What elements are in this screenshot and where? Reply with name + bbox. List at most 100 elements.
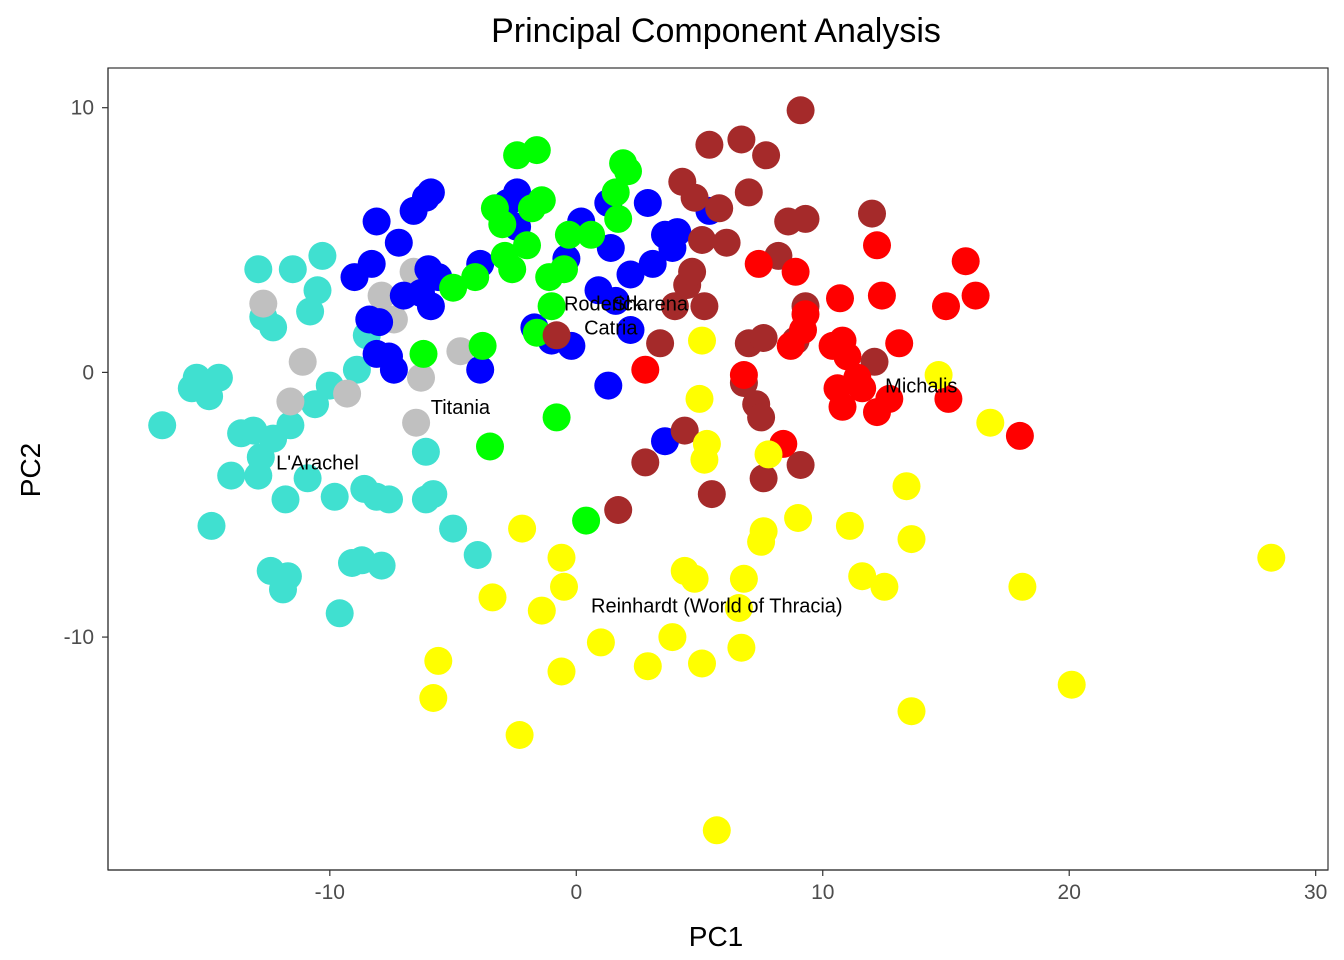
data-point [586, 628, 615, 657]
data-point [554, 220, 583, 249]
data-point [1008, 572, 1037, 601]
data-point [924, 361, 953, 389]
data-point [616, 260, 645, 289]
data-point [204, 363, 233, 392]
point-label: Michalis [885, 376, 957, 398]
data-point [439, 273, 468, 302]
data-point [542, 403, 571, 432]
data-point [663, 218, 692, 247]
data-point [791, 204, 820, 233]
data-point [249, 289, 278, 318]
data-point [367, 281, 396, 310]
data-point [660, 292, 689, 321]
data-point [858, 199, 886, 228]
data-point [375, 485, 403, 514]
data-point [308, 241, 337, 270]
data-point [402, 408, 431, 437]
data-point [424, 646, 453, 675]
points-layer [148, 96, 1286, 845]
data-point [148, 411, 177, 440]
data-point [688, 226, 716, 254]
data-point [333, 379, 362, 408]
data-point [271, 485, 300, 514]
data-point [296, 297, 325, 326]
data-point [631, 355, 660, 384]
data-point [320, 482, 349, 511]
data-point [407, 363, 435, 392]
data-point [527, 596, 556, 625]
data-point [303, 276, 332, 305]
data-point [527, 186, 556, 215]
data-point [522, 136, 551, 165]
data-point [752, 141, 781, 170]
data-point [379, 355, 408, 384]
data-point [749, 517, 778, 546]
data-point [468, 331, 497, 360]
data-point [729, 361, 758, 389]
data-point [951, 247, 980, 276]
data-point [747, 403, 776, 432]
data-point [614, 157, 642, 186]
data-point [724, 594, 753, 622]
data-point [786, 451, 815, 479]
data-point [697, 480, 726, 509]
x-tick-label: 30 [1304, 881, 1327, 904]
data-point [259, 313, 288, 342]
data-point [537, 292, 566, 321]
data-point [867, 281, 896, 310]
data-point [217, 461, 246, 490]
data-point [678, 257, 707, 286]
point-label: Reinhardt (World of Thracia) [591, 595, 843, 617]
data-point [572, 506, 601, 535]
data-point [631, 448, 660, 477]
data-point [670, 416, 699, 445]
data-point [478, 583, 507, 612]
data-point [870, 572, 899, 601]
data-point [276, 387, 305, 416]
data-point [384, 228, 413, 257]
data-point [419, 480, 448, 509]
data-point [658, 623, 687, 652]
data-point [897, 525, 926, 554]
data-point [727, 633, 756, 662]
data-point [601, 178, 630, 207]
x-tick-label: 0 [570, 881, 582, 904]
data-point [828, 392, 857, 421]
y-tick-label: 0 [82, 361, 94, 384]
data-point [293, 464, 322, 493]
data-point [646, 329, 675, 358]
data-point [633, 652, 662, 681]
data-point [542, 321, 571, 350]
data-point [680, 183, 709, 212]
data-point [784, 504, 813, 532]
data-point [848, 374, 877, 403]
data-point [550, 255, 578, 284]
data-point [197, 511, 226, 540]
data-point [638, 249, 667, 278]
data-point [961, 281, 990, 310]
data-point [690, 292, 719, 321]
data-point [744, 249, 773, 278]
data-point [547, 543, 576, 572]
data-point [498, 255, 527, 284]
point-label: Catria [584, 317, 638, 339]
data-point [505, 721, 534, 749]
y-tick-label: -10 [64, 626, 94, 649]
data-point [342, 355, 371, 384]
x-tick-label: -10 [315, 881, 345, 904]
data-point [419, 684, 448, 712]
data-point [276, 411, 305, 440]
data-point [932, 292, 960, 321]
data-point [594, 371, 623, 400]
data-point [835, 511, 864, 540]
x-tick-label: 10 [811, 881, 834, 904]
x-tick-label: 20 [1058, 881, 1081, 904]
data-point [976, 408, 1005, 437]
data-point [288, 347, 317, 376]
data-point [547, 657, 576, 686]
data-point [616, 316, 645, 344]
data-point [749, 464, 778, 493]
data-point [439, 514, 468, 543]
data-point [278, 255, 307, 284]
